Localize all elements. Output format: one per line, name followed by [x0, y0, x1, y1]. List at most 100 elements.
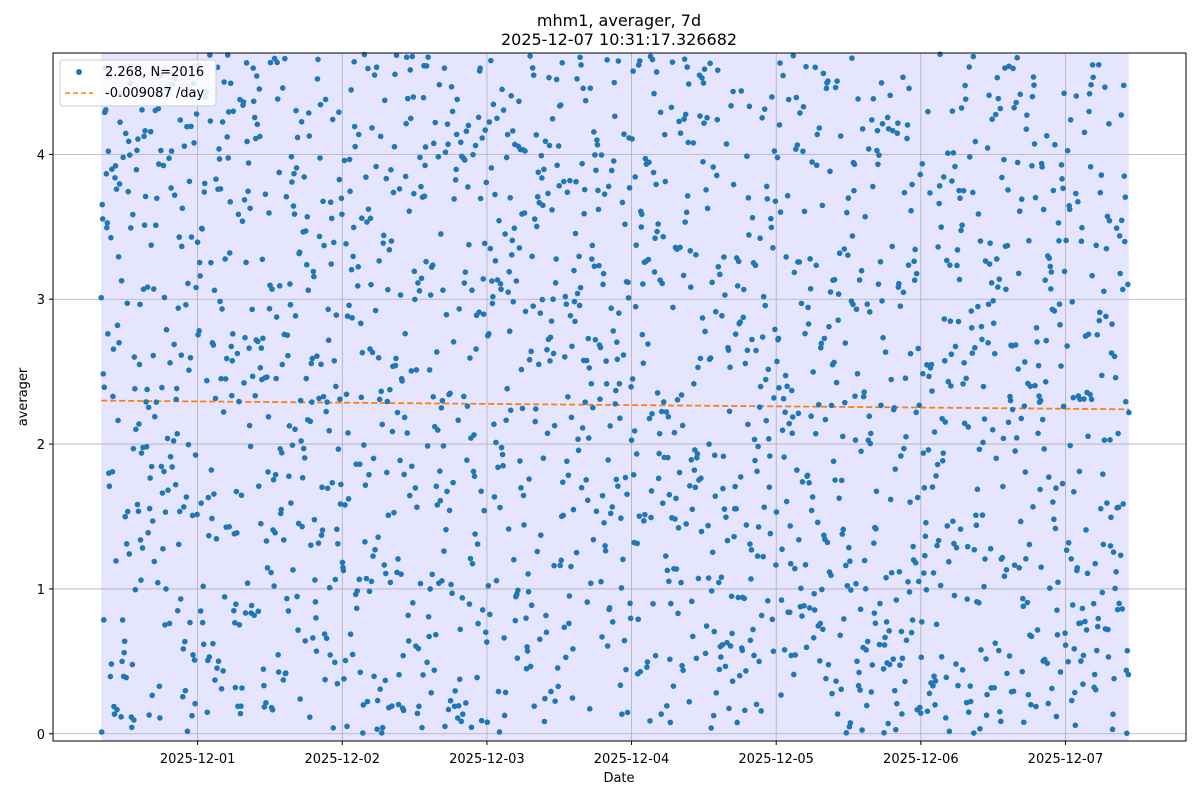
scatter-point: [457, 139, 464, 146]
scatter-point: [926, 690, 933, 697]
scatter-point: [322, 676, 328, 683]
scatter-point: [229, 357, 236, 364]
scatter-point: [530, 72, 537, 78]
scatter-point: [267, 59, 274, 66]
scatter-point: [430, 394, 437, 400]
scatter-point: [1103, 313, 1109, 320]
scatter-point: [317, 101, 324, 108]
scatter-point: [439, 397, 446, 404]
scatter-point: [459, 711, 466, 717]
scatter-point: [687, 247, 694, 254]
scatter-point: [275, 652, 281, 658]
scatter-point: [425, 54, 431, 60]
scatter-point: [568, 563, 574, 570]
scatter-point: [292, 313, 299, 319]
scatter-point: [599, 634, 605, 640]
scatter-point: [933, 621, 940, 628]
scatter-point: [987, 545, 994, 552]
scatter-point: [894, 130, 901, 137]
scatter-point: [1099, 589, 1106, 596]
scatter-point: [255, 608, 262, 615]
scatter-point: [667, 719, 674, 726]
scatter-point: [773, 562, 779, 568]
scatter-point: [910, 543, 916, 550]
scatter-point: [747, 541, 753, 547]
scatter-point: [585, 335, 592, 342]
scatter-point: [239, 685, 245, 691]
scatter-point: [354, 588, 361, 594]
scatter-point: [99, 216, 106, 222]
scatter-point: [465, 184, 471, 190]
scatter-point: [222, 256, 228, 262]
scatter-point: [299, 474, 306, 481]
y-tick-label: 3: [37, 293, 45, 308]
scatter-point: [534, 548, 541, 555]
scatter-point: [868, 689, 875, 695]
scatter-point: [967, 698, 974, 705]
scatter-point: [662, 178, 669, 185]
scatter-point: [316, 233, 323, 240]
scatter-point: [819, 202, 826, 209]
scatter-point: [191, 140, 197, 146]
scatter-point: [1096, 317, 1103, 324]
scatter-point: [523, 665, 530, 672]
scatter-point: [500, 107, 507, 113]
scatter-point: [902, 375, 909, 382]
scatter-point: [248, 602, 255, 609]
scatter-point: [809, 159, 815, 165]
scatter-point: [792, 652, 799, 658]
scatter-point: [278, 506, 285, 513]
scatter-point: [757, 383, 764, 390]
scatter-point: [509, 128, 516, 134]
scatter-point: [1065, 658, 1071, 665]
scatter-point: [1111, 675, 1117, 682]
scatter-point: [591, 129, 597, 135]
scatter-point: [1024, 599, 1031, 606]
scatter-point: [580, 85, 586, 92]
scatter-point: [492, 191, 498, 198]
scatter-point: [1028, 633, 1035, 640]
scatter-point: [377, 686, 383, 692]
scatter-point: [752, 457, 758, 464]
scatter-point: [490, 101, 497, 108]
scatter-point: [541, 166, 547, 173]
scatter-point: [283, 193, 290, 200]
scatter-point: [740, 314, 747, 321]
scatter-point: [973, 522, 980, 529]
scatter-point: [298, 118, 305, 125]
scatter-point: [310, 635, 316, 641]
scatter-point: [873, 488, 880, 495]
scatter-point: [636, 58, 643, 64]
scatter-point: [377, 133, 384, 140]
scatter-point: [169, 464, 175, 470]
scatter-point: [218, 375, 224, 382]
scatter-point: [379, 724, 386, 731]
scatter-point: [1090, 600, 1097, 607]
scatter-point: [626, 185, 633, 191]
scatter-point: [869, 662, 876, 668]
scatter-point: [224, 134, 230, 140]
scatter-point: [529, 253, 535, 260]
scatter-point: [872, 620, 879, 627]
scatter-point: [420, 94, 427, 101]
scatter-point: [853, 580, 859, 587]
scatter-point: [611, 79, 618, 86]
scatter-point: [964, 596, 970, 602]
scatter-point: [293, 107, 299, 114]
scatter-point: [641, 518, 647, 524]
scatter-point: [780, 72, 786, 79]
scatter-point: [306, 133, 313, 139]
scatter-point: [451, 703, 458, 710]
scatter-point: [440, 287, 446, 294]
scatter-point: [1034, 339, 1040, 345]
scatter-point: [586, 365, 593, 371]
scatter-point: [1070, 394, 1077, 401]
scatter-point: [295, 627, 301, 633]
scatter-point: [351, 123, 358, 130]
scatter-point: [197, 273, 203, 279]
scatter-point: [461, 393, 467, 400]
scatter-point: [1049, 685, 1055, 692]
scatter-point: [376, 396, 383, 403]
scatter-point: [576, 302, 583, 309]
scatter-point: [803, 63, 809, 70]
